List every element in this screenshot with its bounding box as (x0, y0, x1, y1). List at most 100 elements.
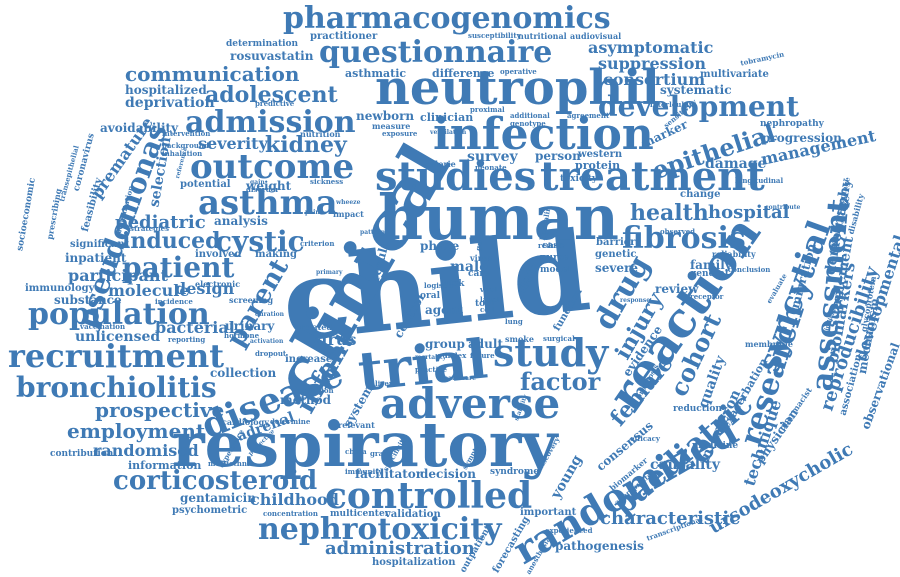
word-duration: duration (255, 311, 285, 318)
word-controlled: controlled (325, 475, 533, 517)
word-damage: damage (705, 156, 767, 172)
word-pain: pain (305, 209, 320, 216)
word-review: review (655, 282, 699, 296)
word-logistic: logistic (424, 281, 453, 290)
word-general: general (690, 269, 729, 279)
word-family: family (690, 258, 732, 272)
word-inhalation: inhalation (162, 149, 203, 158)
word-dropout: dropout (255, 349, 287, 358)
word-operative: operative (500, 67, 537, 76)
word-person: person (535, 149, 581, 163)
word-substance: substance (54, 293, 122, 307)
word-adult: adult (468, 337, 503, 351)
word-mortality: mortality (415, 354, 446, 361)
word-primary: primary (316, 269, 343, 276)
word-fibrosis: fibrosis (622, 221, 746, 256)
word-feasibility: feasibility (79, 176, 105, 234)
word-randomised: randomised (93, 441, 199, 460)
word-inpatient: inpatient (65, 251, 127, 265)
word-nurse: nurse (540, 253, 569, 263)
word-weight: weight (246, 179, 292, 193)
word-design: design (175, 279, 235, 298)
word-conclusion: conclusion (728, 265, 771, 274)
word-validation: validation (385, 509, 441, 520)
word-determine: determine (270, 417, 311, 426)
word-immunology: immunology (25, 283, 95, 294)
word-reliability: reliability (712, 249, 756, 259)
word-study: study (493, 330, 609, 375)
word-predictive: predictive (255, 99, 295, 108)
word-efficacy: efficacy (630, 434, 660, 443)
word-reporting: reporting (168, 335, 206, 344)
word-reduction: reduction (673, 404, 722, 414)
word-human: human (378, 181, 620, 254)
word-adverse: adverse (380, 379, 561, 428)
word-systematic: systematic (660, 83, 732, 97)
word-increase: increase (285, 354, 333, 365)
word-model: model (540, 265, 571, 275)
word-additional: additional (510, 111, 550, 120)
word-studies: studies (375, 153, 537, 200)
word-induced: induced (122, 228, 221, 254)
word-membrane: membrane (745, 339, 793, 349)
word-multiethnic: multiethnic (208, 459, 254, 468)
word-treatment: treatment (540, 153, 765, 200)
word-proximal: proximal (470, 105, 505, 114)
word-concentration: concentration (263, 509, 318, 518)
word-questionnaire: questionnaire (319, 35, 553, 70)
word-longitudinal: longitudinal (735, 176, 784, 185)
word-pattern: pattern (360, 229, 385, 236)
word-adolescent: adolescent (205, 82, 338, 108)
word-risk: risk (445, 279, 465, 289)
word-practice: practice (415, 365, 447, 374)
word-electronic: electronic (195, 279, 241, 289)
word-involved: involved (195, 249, 242, 260)
word-psychometric: psychometric (172, 505, 248, 516)
word-recruitment: recruitment (8, 337, 225, 375)
word-immunity: immunity (345, 467, 383, 476)
word-ventilation: ventilation (430, 129, 467, 136)
word-nephrotoxicity: nephrotoxicity (258, 512, 502, 547)
word-population: population (28, 297, 210, 332)
word-response: response (620, 297, 651, 304)
word-consortium: consortium (603, 70, 706, 89)
word-healthcare: healthcare (440, 375, 476, 382)
word-calorie: calorie (425, 159, 456, 169)
word-pollution: pollution (298, 386, 334, 395)
word-childhood: childhood (250, 490, 339, 509)
word-tobramycin: tobramycin (739, 49, 785, 68)
word-characteristic: characteristic (600, 508, 741, 529)
word-nephropathy: nephropathy (760, 119, 824, 129)
word-measure: measure (372, 121, 411, 131)
word-important: important (520, 507, 577, 518)
word-severe: severe (595, 261, 638, 275)
word-wheeze: wheeze (336, 199, 361, 206)
word-protein: protein (575, 159, 621, 172)
word-neonate: neonate (475, 163, 507, 172)
word-activation: activation (250, 338, 284, 345)
word-criterion: criterion (300, 239, 335, 248)
word-asthma: asthma (198, 183, 338, 223)
word-cardiology: cardiology (222, 417, 269, 427)
word-china: china (345, 447, 367, 456)
word-clinician: clinician (420, 111, 474, 124)
word-medicine: medicine (692, 441, 739, 451)
word-audiovisual: audiovisual (570, 31, 622, 41)
word-administration: administration (325, 538, 475, 559)
word-bronchiolitis: bronchiolitis (16, 371, 217, 404)
word-progression: progression (762, 131, 842, 145)
word-molecule: molecule (108, 281, 190, 300)
word-hospital: hospital (708, 202, 790, 223)
word-susceptibility: susceptibility (468, 31, 521, 40)
word-vaccination: vaccination (80, 322, 126, 331)
word-hospitalized: hospitalized (125, 83, 207, 97)
word-syndrome: syndrome (490, 467, 540, 477)
word-avoidability: avoidability (100, 121, 179, 135)
word-genetic: genetic (595, 249, 637, 260)
word-incidence: incidence (155, 297, 193, 306)
word-prospective: prospective (95, 398, 225, 422)
word-relevant: relevant (338, 420, 375, 430)
word-corticosteroid: corticosteroid (113, 466, 318, 496)
word-experienced: experienced (545, 526, 593, 535)
word-agent: agent (425, 303, 464, 317)
